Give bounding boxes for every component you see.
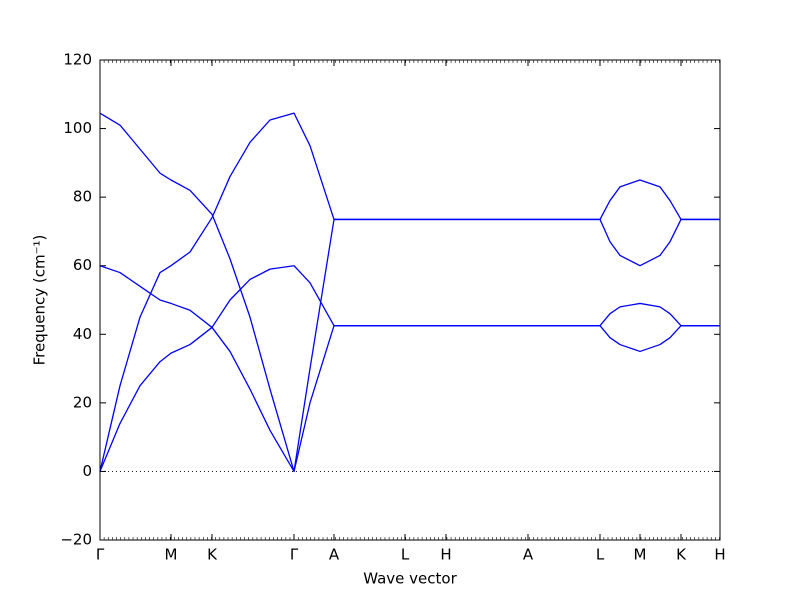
y-tick-label: 60 [73, 256, 92, 274]
y-tick-label: 120 [63, 51, 92, 69]
band-line [99, 112, 720, 472]
y-tick-label: 20 [73, 393, 92, 411]
band-line [99, 112, 720, 473]
x-tick-label: H [714, 546, 725, 564]
x-tick-label: L [596, 546, 605, 564]
y-tick-label: 100 [63, 119, 92, 137]
x-tick-label: L [401, 546, 410, 564]
x-tick-label: M [165, 546, 178, 564]
y-axis-label: Frequency (cm⁻¹) [31, 235, 49, 366]
x-tick-label: K [676, 546, 687, 564]
x-tick-label: H [440, 546, 451, 564]
x-tick-label: M [634, 546, 647, 564]
x-tick-label: Γ [290, 546, 299, 564]
plot-frame [99, 59, 721, 541]
y-tick-label: −20 [60, 531, 92, 549]
y-tick-label: 40 [73, 325, 92, 343]
x-tick-label: K [207, 546, 218, 564]
x-tick-label: A [523, 546, 534, 564]
x-tick-label: Γ [96, 546, 105, 564]
band-line [99, 265, 720, 473]
x-axis-label: Wave vector [363, 570, 457, 588]
y-tick-label: 0 [82, 462, 92, 480]
y-tick-label: 80 [73, 188, 92, 206]
x-tick-label: A [329, 546, 340, 564]
band-line [99, 265, 720, 472]
